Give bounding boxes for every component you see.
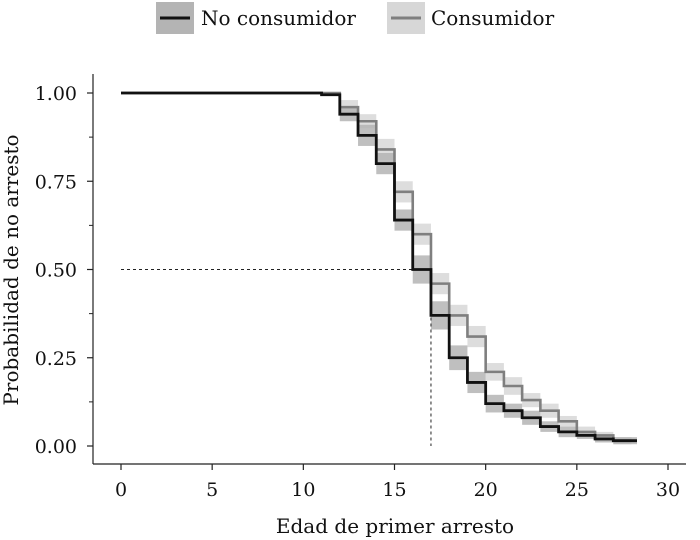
x-tick-label: 30 bbox=[656, 479, 680, 501]
survival-curves bbox=[121, 91, 638, 443]
y-tick-label: 1.00 bbox=[35, 83, 77, 105]
x-tick-label: 5 bbox=[206, 479, 218, 501]
median-reference bbox=[121, 269, 432, 446]
x-tick-label: 10 bbox=[291, 479, 315, 501]
y-ticks: 0.00 0.25 0.50 0.75 1.00 bbox=[35, 83, 93, 458]
x-tick-label: 20 bbox=[474, 479, 498, 501]
x-ticks: 0 5 10 15 20 25 30 bbox=[115, 464, 680, 501]
x-tick-label: 0 bbox=[115, 479, 127, 501]
x-tick-label: 25 bbox=[565, 479, 589, 501]
y-tick-label: 0.00 bbox=[35, 436, 77, 458]
y-tick-label: 0.75 bbox=[35, 171, 77, 193]
y-tick-label: 0.25 bbox=[35, 348, 77, 370]
y-tick-label: 0.50 bbox=[35, 260, 77, 282]
y-axis-title: Probabilidad de no arresto bbox=[0, 134, 23, 405]
confidence-bands bbox=[321, 93, 638, 445]
legend-label-consumidor: Consumidor bbox=[431, 6, 555, 30]
series-line-no-consumidor bbox=[121, 91, 638, 443]
legend: No consumidor Consumidor bbox=[156, 2, 555, 34]
legend-label-no-consumidor: No consumidor bbox=[201, 6, 356, 30]
x-axis-title: Edad de primer arresto bbox=[276, 514, 514, 538]
x-tick-label: 15 bbox=[382, 479, 406, 501]
